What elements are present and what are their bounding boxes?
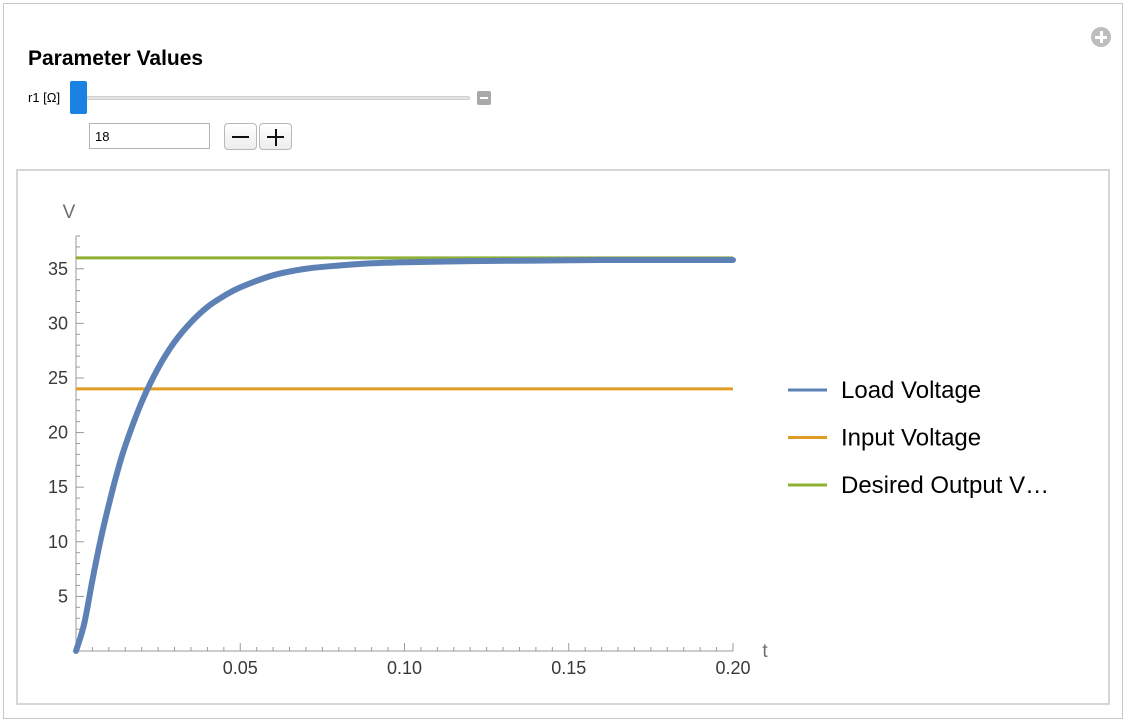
increment-button[interactable] (259, 123, 292, 150)
slider-label-r1: r1 [Ω] (28, 90, 61, 105)
decrement-button[interactable] (224, 123, 257, 150)
r1-slider-thumb[interactable] (70, 81, 87, 114)
y-tick-label: 35 (48, 259, 68, 279)
parameter-values-title: Parameter Values (28, 47, 204, 70)
legend-label: Input Voltage (841, 425, 981, 452)
x-axis-label: t (762, 641, 768, 662)
y-tick-label: 30 (48, 313, 68, 333)
series (73, 256, 736, 654)
axes: 0.05 0.10 0.15 0.20 5 10 15 20 25 30 35 Vt (48, 202, 768, 678)
y-tick-label: 25 (48, 368, 68, 388)
legend: Load Voltage Input Voltage Desired Output … (788, 377, 1049, 499)
series-line-load-voltage (73, 256, 736, 654)
legend-label: Load Voltage (841, 377, 981, 404)
x-tick-label: 0.15 (551, 658, 586, 678)
legend-label: Desired Output V… (841, 472, 1049, 499)
y-tick-label: 20 (48, 423, 68, 443)
minus-icon (232, 136, 249, 138)
plus-icon (275, 129, 277, 146)
options-plus-circle-icon[interactable] (1091, 27, 1111, 47)
y-tick-label: 15 (48, 477, 68, 497)
y-tick-label: 10 (48, 532, 68, 552)
r1-value-input[interactable] (89, 123, 210, 149)
y-tick-label: 5 (58, 586, 68, 606)
x-tick-label: 0.10 (387, 658, 422, 678)
slider-collapse-minus-icon[interactable] (477, 91, 491, 105)
x-tick-label: 0.20 (715, 658, 750, 678)
x-tick-label: 0.05 (223, 658, 258, 678)
y-axis-label: V (63, 202, 76, 223)
